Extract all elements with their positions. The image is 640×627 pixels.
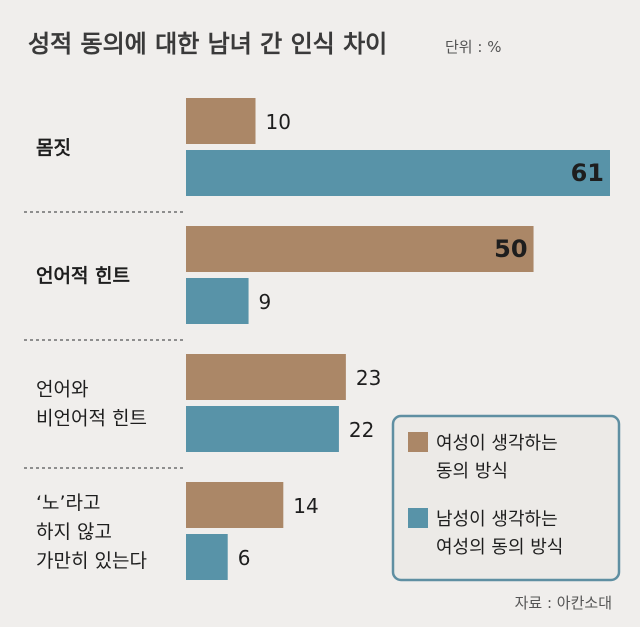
- legend-box: [391, 414, 621, 582]
- data-label: 61: [571, 159, 604, 187]
- bar-women: [186, 98, 256, 144]
- unit-label: 단위 : %: [445, 38, 501, 56]
- bar-women: [186, 482, 284, 528]
- data-label: 6: [238, 546, 251, 570]
- bar-men: [186, 534, 228, 580]
- category-label: ‘노’라고: [36, 492, 101, 514]
- data-label: 22: [349, 418, 374, 442]
- legend-swatch: [408, 432, 428, 452]
- bar-men: [186, 150, 610, 196]
- data-label: 10: [266, 110, 291, 134]
- bar-women: [186, 226, 534, 272]
- data-label: 50: [494, 235, 527, 263]
- legend-label: 여성이 생각하는: [436, 433, 558, 454]
- category-label: 가만히 있는다: [36, 550, 147, 572]
- category-label: 하지 않고: [36, 521, 112, 543]
- chart-title: 성적 동의에 대한 남녀 간 인식 차이: [28, 30, 387, 58]
- data-label: 23: [356, 366, 381, 390]
- category-label: 몸짓: [36, 137, 71, 159]
- category-label: 비언어적 힌트: [36, 408, 147, 430]
- data-label: 14: [293, 494, 318, 518]
- legend-label: 남성이 생각하는: [436, 509, 558, 530]
- bar-men: [186, 406, 339, 452]
- category-label: 언어와: [36, 379, 88, 401]
- bar-women: [186, 354, 346, 400]
- source-label: 자료 : 아칸소대: [515, 594, 612, 612]
- data-label: 9: [259, 290, 272, 314]
- legend-label: 여성의 동의 방식: [436, 537, 563, 558]
- legend-label: 동의 방식: [436, 461, 508, 482]
- bar-men: [186, 278, 249, 324]
- category-label: 언어적 힌트: [36, 265, 130, 287]
- legend-swatch: [408, 508, 428, 528]
